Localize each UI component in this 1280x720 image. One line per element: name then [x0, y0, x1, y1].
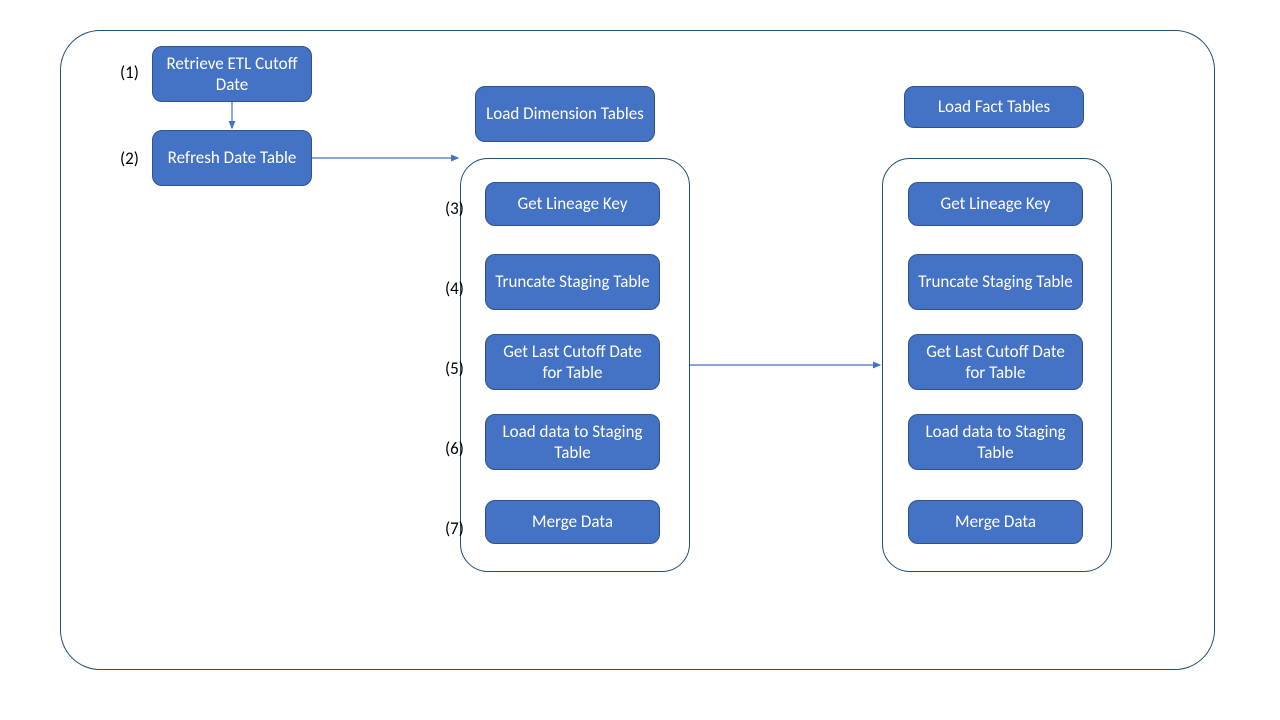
step-label-4: (4) — [445, 278, 464, 299]
step-label-1: (1) — [120, 62, 139, 83]
node-fact-truncate-staging: Truncate Staging Table — [908, 254, 1083, 310]
node-dim-merge: Merge Data — [485, 500, 660, 544]
step-label-6: (6) — [445, 438, 464, 459]
node-load-fact-title: Load Fact Tables — [904, 86, 1084, 128]
node-fact-merge: Merge Data — [908, 500, 1083, 544]
node-dim-load-staging: Load data to Staging Table — [485, 414, 660, 470]
node-fact-get-lineage: Get Lineage Key — [908, 182, 1083, 226]
node-load-dimension-title: Load Dimension Tables — [475, 86, 655, 142]
node-refresh-date-table: Refresh Date Table — [152, 130, 312, 186]
node-fact-get-cutoff: Get Last Cutoff Date for Table — [908, 334, 1083, 390]
step-label-2: (2) — [120, 148, 139, 169]
node-dim-get-lineage: Get Lineage Key — [485, 182, 660, 226]
node-fact-load-staging: Load data to Staging Table — [908, 414, 1083, 470]
step-label-3: (3) — [445, 198, 464, 219]
node-retrieve-etl-cutoff: Retrieve ETL Cutoff Date — [152, 46, 312, 102]
node-dim-truncate-staging: Truncate Staging Table — [485, 254, 660, 310]
step-label-7: (7) — [445, 518, 464, 539]
step-label-5: (5) — [445, 358, 464, 379]
node-dim-get-cutoff: Get Last Cutoff Date for Table — [485, 334, 660, 390]
